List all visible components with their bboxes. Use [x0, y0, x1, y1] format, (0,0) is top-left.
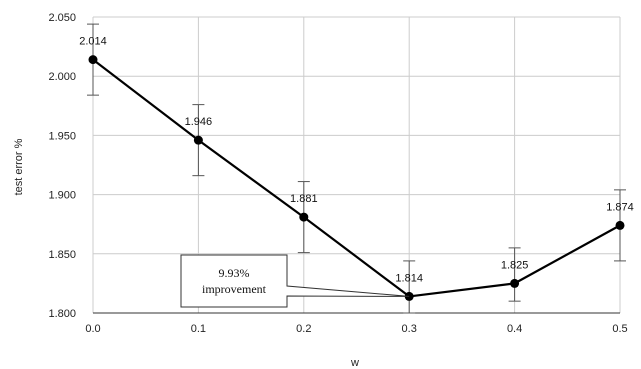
improvement-annotation: 9.93% improvement	[180, 254, 410, 308]
annotation-text: 9.93%	[219, 266, 250, 280]
data-point	[510, 278, 520, 288]
x-axis-title: w	[350, 357, 359, 369]
series-line	[92, 58, 621, 298]
y-tick-label: 2.050	[48, 12, 76, 24]
data-point	[88, 55, 98, 65]
annotation-callout-box	[180, 254, 410, 308]
data-labels: 2.014 1.946 1.881 1.814 1.825 1.874	[79, 36, 634, 285]
y-tick-label: 1.950	[48, 130, 76, 142]
data-point	[615, 220, 625, 230]
x-tick-label: 0.1	[191, 323, 206, 335]
y-tick-label: 1.800	[48, 308, 76, 320]
data-points	[88, 55, 625, 301]
x-tick-label: 0.0	[85, 323, 100, 335]
y-tick-label: 1.900	[48, 190, 76, 202]
data-label: 1.814	[395, 272, 423, 284]
data-label: 1.881	[290, 193, 318, 205]
x-tick-label: 0.3	[402, 323, 417, 335]
x-tick-label: 0.2	[296, 323, 311, 335]
y-axis-title: test error %	[13, 138, 25, 195]
data-point	[193, 135, 203, 145]
data-point	[299, 212, 309, 222]
x-tick-label: 0.5	[612, 323, 627, 335]
error-bars	[87, 23, 626, 314]
error-bar	[508, 247, 521, 302]
data-label: 2.014	[79, 36, 107, 48]
error-bar	[403, 260, 416, 314]
annotation-text: improvement	[202, 282, 267, 296]
x-tick-label: 0.4	[507, 323, 522, 335]
y-tick-label: 1.850	[48, 249, 76, 261]
data-label: 1.825	[501, 259, 529, 271]
series-path	[92, 58, 621, 298]
data-label: 1.874	[606, 201, 634, 213]
data-label: 1.946	[185, 116, 213, 128]
y-tick-label: 2.000	[48, 71, 76, 83]
axes: 1.800 1.850 1.900 1.950 2.000 2.050 0.0 0.1 0.2 0…	[48, 12, 627, 335]
